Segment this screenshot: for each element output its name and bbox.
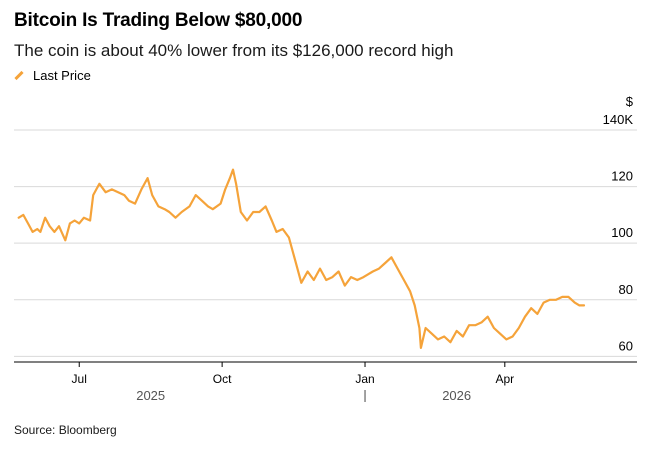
x-year-label: 2025 <box>136 388 165 403</box>
price-line <box>17 168 586 349</box>
y-tick-label: 100 <box>611 225 633 240</box>
y-tick-label: 80 <box>619 282 633 297</box>
x-tick-label: Jul <box>72 372 87 386</box>
x-tick-label: Apr <box>495 372 514 386</box>
y-tick-label: 120 <box>611 169 633 184</box>
y-tick-label: 140K <box>603 112 634 127</box>
x-tick-label: Oct <box>213 372 232 386</box>
chart-legend: Last Price <box>14 68 91 83</box>
y-tick-label: 60 <box>619 338 633 353</box>
x-year-label: 2026 <box>442 388 471 403</box>
source-note: Source: Bloomberg <box>14 423 117 437</box>
chart-subtitle: The coin is about 40% lower from its $12… <box>14 41 454 60</box>
y-axis-unit: $ <box>626 94 634 109</box>
x-tick-label: Jan <box>355 372 374 386</box>
legend-label: Last Price <box>33 68 91 83</box>
chart-title: Bitcoin Is Trading Below $80,000 <box>14 10 303 31</box>
